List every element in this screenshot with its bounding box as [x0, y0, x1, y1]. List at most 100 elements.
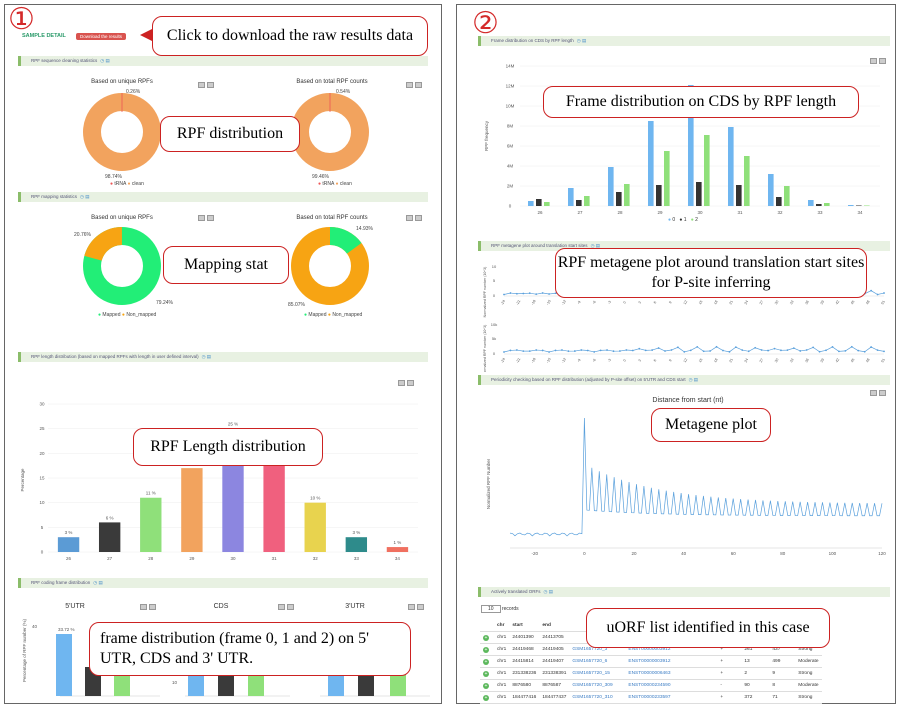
- panel-number-2: ②: [472, 7, 499, 40]
- metagene-point: [503, 351, 505, 353]
- table-row[interactable]: + chr1 24415814 24419407 GSM1657720_6 ENST000…: [480, 655, 822, 668]
- chart-menu-button[interactable]: [406, 82, 413, 88]
- callout-metagene-plot: Metagene plot: [651, 408, 771, 442]
- chart-download-button[interactable]: [207, 82, 214, 88]
- x-tick-label: 32: [777, 210, 783, 215]
- frame-bar: [688, 85, 694, 206]
- metagene-point: [522, 350, 525, 353]
- chart-menu-button[interactable]: [408, 604, 415, 610]
- x-tick-label: 33: [354, 556, 360, 561]
- x-tick-label: 45: [850, 358, 855, 363]
- callout-length-distribution: RPF Length distribution: [133, 428, 323, 466]
- expand-icon: +: [483, 670, 489, 677]
- mapping-left-small-pct: 20.76%: [74, 232, 91, 238]
- bar-value-label: 11 %: [146, 491, 156, 496]
- chart-menu-button[interactable]: [198, 82, 205, 88]
- metagene-point: [503, 293, 505, 296]
- callout-metagene: RPF metagene plot around translation sta…: [555, 248, 867, 298]
- frame-bar: [824, 203, 830, 206]
- table-cell: GSM1657720_6: [569, 655, 626, 668]
- y-tick-label: 4M: [507, 164, 514, 169]
- orf-table: chr start end e To End kozak S +chr12440…: [480, 620, 822, 704]
- chart-menu-button[interactable]: [278, 604, 285, 610]
- table-cell: GSM1657720_309: [569, 679, 626, 692]
- metagene-point: [606, 349, 608, 351]
- chart-download-button[interactable]: [879, 390, 886, 396]
- download-results-button[interactable]: Download the results: [76, 33, 127, 40]
- frame-bar: [656, 185, 662, 206]
- mapping-right-small-pct: 14.93%: [356, 226, 373, 232]
- x-tick-label: 31: [737, 210, 743, 215]
- expand-row-button[interactable]: +: [480, 679, 494, 692]
- table-cell: 8876587: [539, 679, 570, 692]
- metagene-point: [670, 349, 673, 351]
- metagene-point: [528, 350, 531, 353]
- x-tick-label: 15: [698, 300, 703, 305]
- chart-download-button[interactable]: [415, 215, 422, 221]
- table-cell: ENST00000006463: [625, 667, 692, 680]
- x-tick-label: 31: [272, 556, 278, 561]
- metagene-point: [786, 349, 789, 352]
- expand-icon: +: [483, 634, 489, 641]
- y-tick-label: 5: [493, 278, 496, 283]
- expand-row-button[interactable]: +: [480, 691, 494, 704]
- table-cell: [691, 655, 718, 668]
- chart-menu-button[interactable]: [398, 380, 405, 386]
- x-tick-label: 51: [880, 300, 885, 305]
- x-tick-label: 0: [623, 359, 627, 363]
- frame-title-cds: CDS: [213, 603, 229, 610]
- chart-download-button[interactable]: [149, 604, 156, 610]
- frame-bar: [664, 151, 670, 206]
- expand-row-button[interactable]: +: [480, 667, 494, 680]
- chart-download-button[interactable]: [287, 604, 294, 610]
- chart-menu-button[interactable]: [870, 58, 877, 64]
- table-cell: Moderate: [795, 679, 822, 692]
- svg-text:10: 10: [172, 680, 178, 685]
- x-tick-label: 30: [774, 300, 779, 305]
- x-tick-label: 12: [683, 300, 688, 305]
- chart-download-button[interactable]: [879, 58, 886, 64]
- metagene-point: [857, 349, 860, 352]
- chart-menu-button[interactable]: [198, 215, 205, 221]
- y-tick-label: 10: [492, 264, 497, 269]
- x-tick-label: 40: [681, 551, 687, 556]
- metagene-point: [541, 292, 544, 294]
- chart-menu-button[interactable]: [406, 215, 413, 221]
- expand-row-button[interactable]: +: [480, 643, 494, 656]
- col-chr[interactable]: chr: [494, 620, 510, 632]
- bar-value-label: 10 %: [310, 496, 320, 501]
- x-tick-label: 27: [107, 556, 113, 561]
- svg-text:Percentage of RPF number (%): Percentage of RPF number (%): [22, 618, 27, 682]
- table-row[interactable]: + chr1 231338236 231338391 GSM1657720_15 ENST…: [480, 667, 822, 680]
- expand-row-button[interactable]: +: [480, 631, 494, 644]
- col-end[interactable]: end: [539, 620, 570, 632]
- orf-page-size-select[interactable]: 10: [481, 605, 501, 613]
- chart-download-button[interactable]: [417, 604, 424, 610]
- col-start[interactable]: start: [509, 620, 540, 632]
- periodicity-chart: -20 0 20 40 60 80 100 120 Normalized RPF Number: [486, 417, 886, 556]
- periodicity-title: Distance from start (nt): [652, 397, 724, 404]
- chart-menu-button[interactable]: [140, 604, 147, 610]
- table-cell: GSM1657720_15: [569, 667, 626, 680]
- cleaning-legend: ● tRNA ● clean: [110, 181, 144, 187]
- metagene-point: [799, 350, 802, 352]
- table-cell: 24419405: [539, 643, 570, 656]
- svg-text:40: 40: [32, 624, 38, 629]
- chart-menu-button[interactable]: [870, 390, 877, 396]
- cleaning-right-bottom-pct: 99.46%: [312, 174, 329, 180]
- metagene-point: [619, 350, 621, 352]
- table-row[interactable]: + chr1 184477416 184477437 GSM1657720_310 ENS…: [480, 691, 822, 704]
- sample-detail-title: SAMPLE DETAIL: [22, 33, 66, 39]
- expand-icon: +: [483, 646, 489, 653]
- chart-download-button[interactable]: [407, 380, 414, 386]
- chart-download-button[interactable]: [415, 82, 422, 88]
- metagene-line: [503, 346, 885, 353]
- chart-download-button[interactable]: [207, 215, 214, 221]
- y-tick-label: 0: [509, 204, 512, 209]
- x-tick-label: -3: [607, 358, 612, 363]
- bar-value-label: 6 %: [106, 515, 114, 520]
- table-row[interactable]: + chr1 8876580 8876587 GSM1657720_309 ENST000…: [480, 679, 822, 692]
- metagene-point: [554, 349, 557, 352]
- cleaning-left-title: Based on unique RPFs: [91, 79, 153, 85]
- expand-row-button[interactable]: +: [480, 655, 494, 668]
